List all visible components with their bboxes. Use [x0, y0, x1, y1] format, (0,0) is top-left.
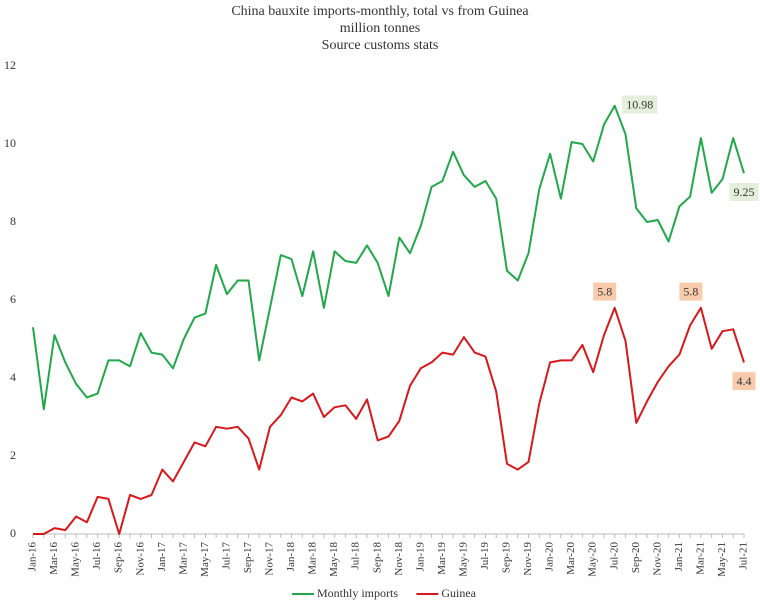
data-label: 5.8 [679, 282, 703, 301]
series-line [33, 306, 745, 535]
x-tick-label: May-17 [199, 542, 211, 577]
y-tick-label: 4 [10, 370, 16, 384]
x-tick-label: May-19 [457, 542, 469, 577]
x-tick-label: Mar-17 [177, 542, 189, 575]
x-tick-label: May-16 [70, 542, 82, 577]
data-label: 4.4 [732, 372, 756, 391]
x-tick-label: Mar-20 [565, 542, 577, 575]
x-tick-label: Mar-19 [436, 542, 448, 575]
series-line [32, 104, 745, 411]
y-tick-label: 10 [4, 136, 16, 150]
x-tick-label: May-21 [716, 542, 728, 577]
x-tick-label: Jul-16 [91, 542, 103, 570]
data-label-text: 4.4 [737, 374, 752, 388]
y-tick-label: 2 [10, 448, 16, 462]
x-tick-label: Jul-19 [479, 542, 491, 570]
x-tick-label: Mar-18 [307, 542, 319, 575]
x-tick-label: Jan-20 [544, 542, 556, 572]
x-tick-label: Sep-18 [371, 542, 383, 574]
data-label-box [622, 95, 658, 114]
x-tick-label: Nov-17 [264, 542, 276, 576]
y-tick-label: 6 [10, 292, 16, 306]
x-tick-label: Jul-20 [608, 542, 620, 570]
data-label-text: 5.8 [597, 285, 612, 299]
x-tick-label: Nov-18 [393, 542, 405, 576]
x-tick-label: May-18 [328, 542, 340, 577]
x-tick-label: Jan-16 [27, 542, 39, 572]
x-tick-label: Nov-19 [522, 542, 534, 576]
x-tick-label: Mar-21 [694, 542, 706, 575]
x-tick-label: Jul-18 [350, 542, 362, 570]
x-tick-label: Sep-16 [113, 542, 125, 574]
data-label-text: 5.8 [683, 285, 698, 299]
data-label-text: 9.25 [734, 185, 755, 199]
x-tick-label: Sep-17 [242, 542, 254, 574]
data-label-text: 10.98 [626, 98, 653, 112]
chart-title: China bauxite imports-monthly, total vs … [231, 4, 529, 19]
x-tick-label: Nov-16 [134, 542, 146, 576]
x-tick-label: Nov-20 [651, 542, 663, 576]
data-label: 5.8 [593, 282, 617, 301]
data-label-box [593, 282, 617, 301]
data-label-box [732, 372, 756, 391]
y-tick-label: 12 [4, 58, 16, 72]
x-tick-label: Mar-16 [48, 542, 60, 575]
y-tick-label: 0 [10, 526, 16, 540]
y-tick-label: 8 [10, 214, 16, 228]
x-tick-label: Jul-17 [220, 542, 232, 570]
data-label: 10.98 [622, 95, 658, 114]
x-tick-label: Jan-21 [673, 542, 685, 571]
x-tick-label: Sep-19 [501, 542, 513, 574]
legend-label: Guinea [441, 586, 476, 600]
chart-subtitle: million tonnes [340, 21, 421, 36]
data-label-box [729, 183, 759, 201]
x-tick-label: May-20 [587, 542, 599, 577]
data-label: 9.25 [729, 183, 759, 201]
x-tick-label: Jan-17 [156, 542, 168, 572]
x-tick-label: Sep-20 [630, 542, 642, 574]
x-tick-label: Jul-21 [738, 542, 750, 570]
x-tick-label: Jan-19 [414, 542, 426, 572]
x-tick-label: Jan-18 [285, 542, 297, 572]
legend-label: Monthly imports [317, 586, 398, 600]
chart-source: Source customs stats [322, 38, 439, 53]
data-label-box [679, 282, 703, 301]
